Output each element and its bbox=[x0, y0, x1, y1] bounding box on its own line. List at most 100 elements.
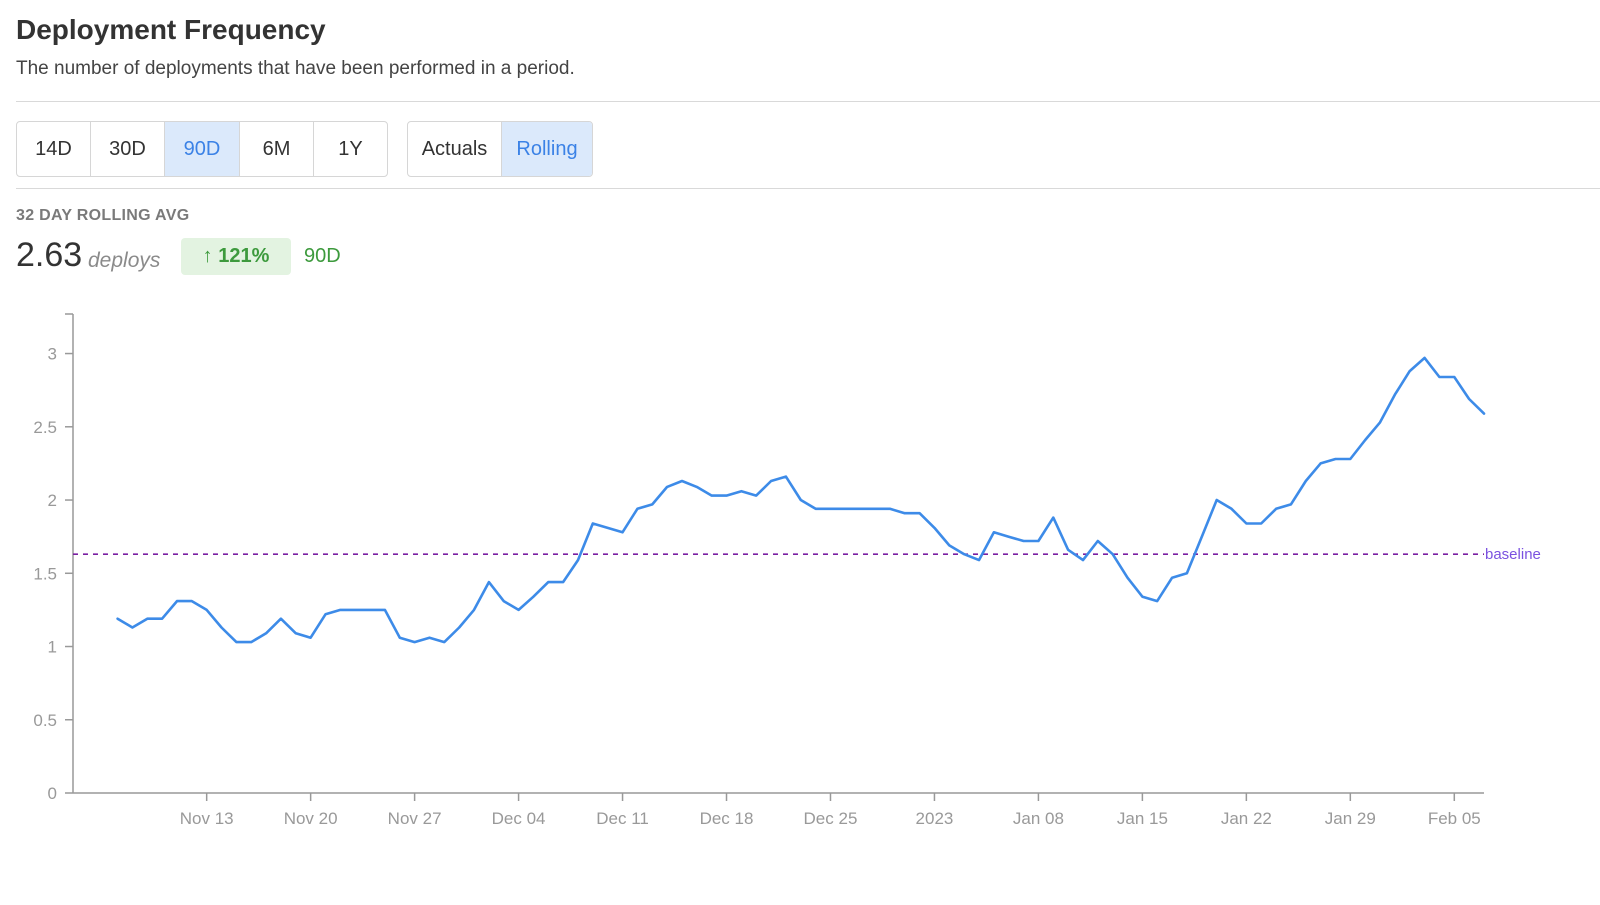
data-point bbox=[338, 607, 343, 612]
data-point bbox=[843, 506, 848, 511]
data-point bbox=[1140, 594, 1145, 599]
data-point bbox=[561, 580, 566, 585]
data-point bbox=[442, 640, 447, 645]
range-button-30d[interactable]: 30D bbox=[91, 122, 165, 176]
x-tick-label: Jan 08 bbox=[1013, 809, 1064, 828]
y-tick-label: 1.5 bbox=[33, 564, 57, 583]
header-divider bbox=[16, 101, 1600, 102]
x-tick-label: Dec 11 bbox=[596, 809, 649, 828]
x-tick-label: Nov 13 bbox=[180, 809, 234, 828]
data-point bbox=[145, 616, 150, 621]
baseline-label: baseline bbox=[1485, 546, 1541, 563]
data-point bbox=[858, 506, 863, 511]
data-point bbox=[1244, 521, 1249, 526]
data-point bbox=[130, 625, 135, 630]
data-point bbox=[353, 607, 358, 612]
data-point bbox=[1214, 498, 1219, 503]
data-point bbox=[1437, 375, 1442, 380]
data-point bbox=[115, 616, 120, 621]
data-point bbox=[397, 635, 402, 640]
data-point bbox=[1318, 461, 1323, 466]
x-tick-label: Jan 22 bbox=[1221, 809, 1272, 828]
data-point bbox=[665, 484, 670, 489]
data-point bbox=[694, 484, 699, 489]
data-point bbox=[412, 640, 417, 645]
data-point bbox=[189, 599, 194, 604]
y-tick-label: 0 bbox=[48, 784, 57, 803]
data-point bbox=[947, 543, 952, 548]
data-point bbox=[1125, 575, 1130, 580]
data-point bbox=[977, 558, 982, 563]
data-point bbox=[576, 558, 581, 563]
data-point bbox=[1348, 457, 1353, 462]
range-button-14d[interactable]: 14D bbox=[17, 122, 91, 176]
data-point bbox=[278, 616, 283, 621]
page-subtitle: The number of deployments that have been… bbox=[16, 58, 575, 79]
metric-label: 32 DAY ROLLING AVG bbox=[16, 207, 190, 224]
data-point bbox=[1259, 521, 1264, 526]
data-point bbox=[531, 594, 536, 599]
data-point bbox=[1170, 575, 1175, 580]
data-point bbox=[590, 521, 595, 526]
mode-button-actuals[interactable]: Actuals bbox=[408, 122, 502, 176]
y-tick-label: 2 bbox=[48, 491, 57, 510]
metric-value: 2.63 bbox=[16, 236, 83, 274]
data-point bbox=[873, 506, 878, 511]
data-point bbox=[1452, 375, 1457, 380]
deployment-frequency-chart: 0 0.5 1 1.5 2 2.5 3 Nov 13 Nov 20 Nov 27 Dec 04 Dec… bbox=[33, 313, 1541, 828]
data-point bbox=[1184, 571, 1189, 576]
data-point bbox=[1051, 515, 1056, 520]
data-point bbox=[1407, 369, 1412, 374]
data-point bbox=[902, 511, 907, 516]
rolling-avg-line bbox=[116, 356, 1486, 644]
data-point bbox=[1274, 506, 1279, 511]
data-point bbox=[1303, 479, 1308, 484]
data-point bbox=[1333, 457, 1338, 462]
page-title: Deployment Frequency bbox=[16, 14, 326, 45]
x-tick-label: Dec 18 bbox=[700, 809, 754, 828]
data-point bbox=[709, 493, 714, 498]
data-point bbox=[991, 530, 996, 535]
data-point bbox=[457, 625, 462, 630]
data-point bbox=[739, 489, 744, 494]
data-point bbox=[293, 631, 298, 636]
data-point bbox=[501, 599, 506, 604]
change-badge: ↑ 121% bbox=[181, 238, 291, 275]
data-point bbox=[1066, 547, 1071, 552]
data-point bbox=[1021, 539, 1026, 544]
data-point bbox=[516, 607, 521, 612]
data-point bbox=[932, 525, 937, 530]
x-tick-label: Nov 20 bbox=[284, 809, 338, 828]
y-tick-label: 1 bbox=[48, 638, 57, 657]
data-point bbox=[427, 635, 432, 640]
y-tick-label: 3 bbox=[48, 345, 57, 364]
data-point bbox=[620, 530, 625, 535]
y-tick-label: 0.5 bbox=[33, 711, 57, 730]
data-point bbox=[368, 607, 373, 612]
data-point bbox=[635, 506, 640, 511]
data-point bbox=[1110, 552, 1115, 557]
data-point bbox=[1229, 506, 1234, 511]
data-point bbox=[754, 493, 759, 498]
data-point bbox=[828, 506, 833, 511]
data-point bbox=[1422, 355, 1427, 360]
data-point bbox=[1199, 534, 1204, 539]
data-point bbox=[813, 506, 818, 511]
data-point bbox=[234, 640, 239, 645]
x-tick-label: 2023 bbox=[916, 809, 954, 828]
x-tick-label: Feb 05 bbox=[1428, 809, 1481, 828]
data-point bbox=[1155, 599, 1160, 604]
mode-button-rolling[interactable]: Rolling bbox=[502, 122, 592, 176]
range-button-1y[interactable]: 1Y bbox=[338, 138, 363, 160]
data-point bbox=[382, 607, 387, 612]
data-point bbox=[160, 616, 165, 621]
data-point bbox=[323, 612, 328, 617]
range-button-90d[interactable]: 90D bbox=[165, 122, 240, 176]
x-tick-label: Jan 15 bbox=[1117, 809, 1168, 828]
data-point bbox=[486, 580, 491, 585]
data-point bbox=[724, 493, 729, 498]
data-point bbox=[605, 525, 610, 530]
data-point bbox=[1363, 438, 1368, 443]
data-point bbox=[546, 580, 551, 585]
range-button-6m[interactable]: 6M bbox=[240, 122, 314, 176]
